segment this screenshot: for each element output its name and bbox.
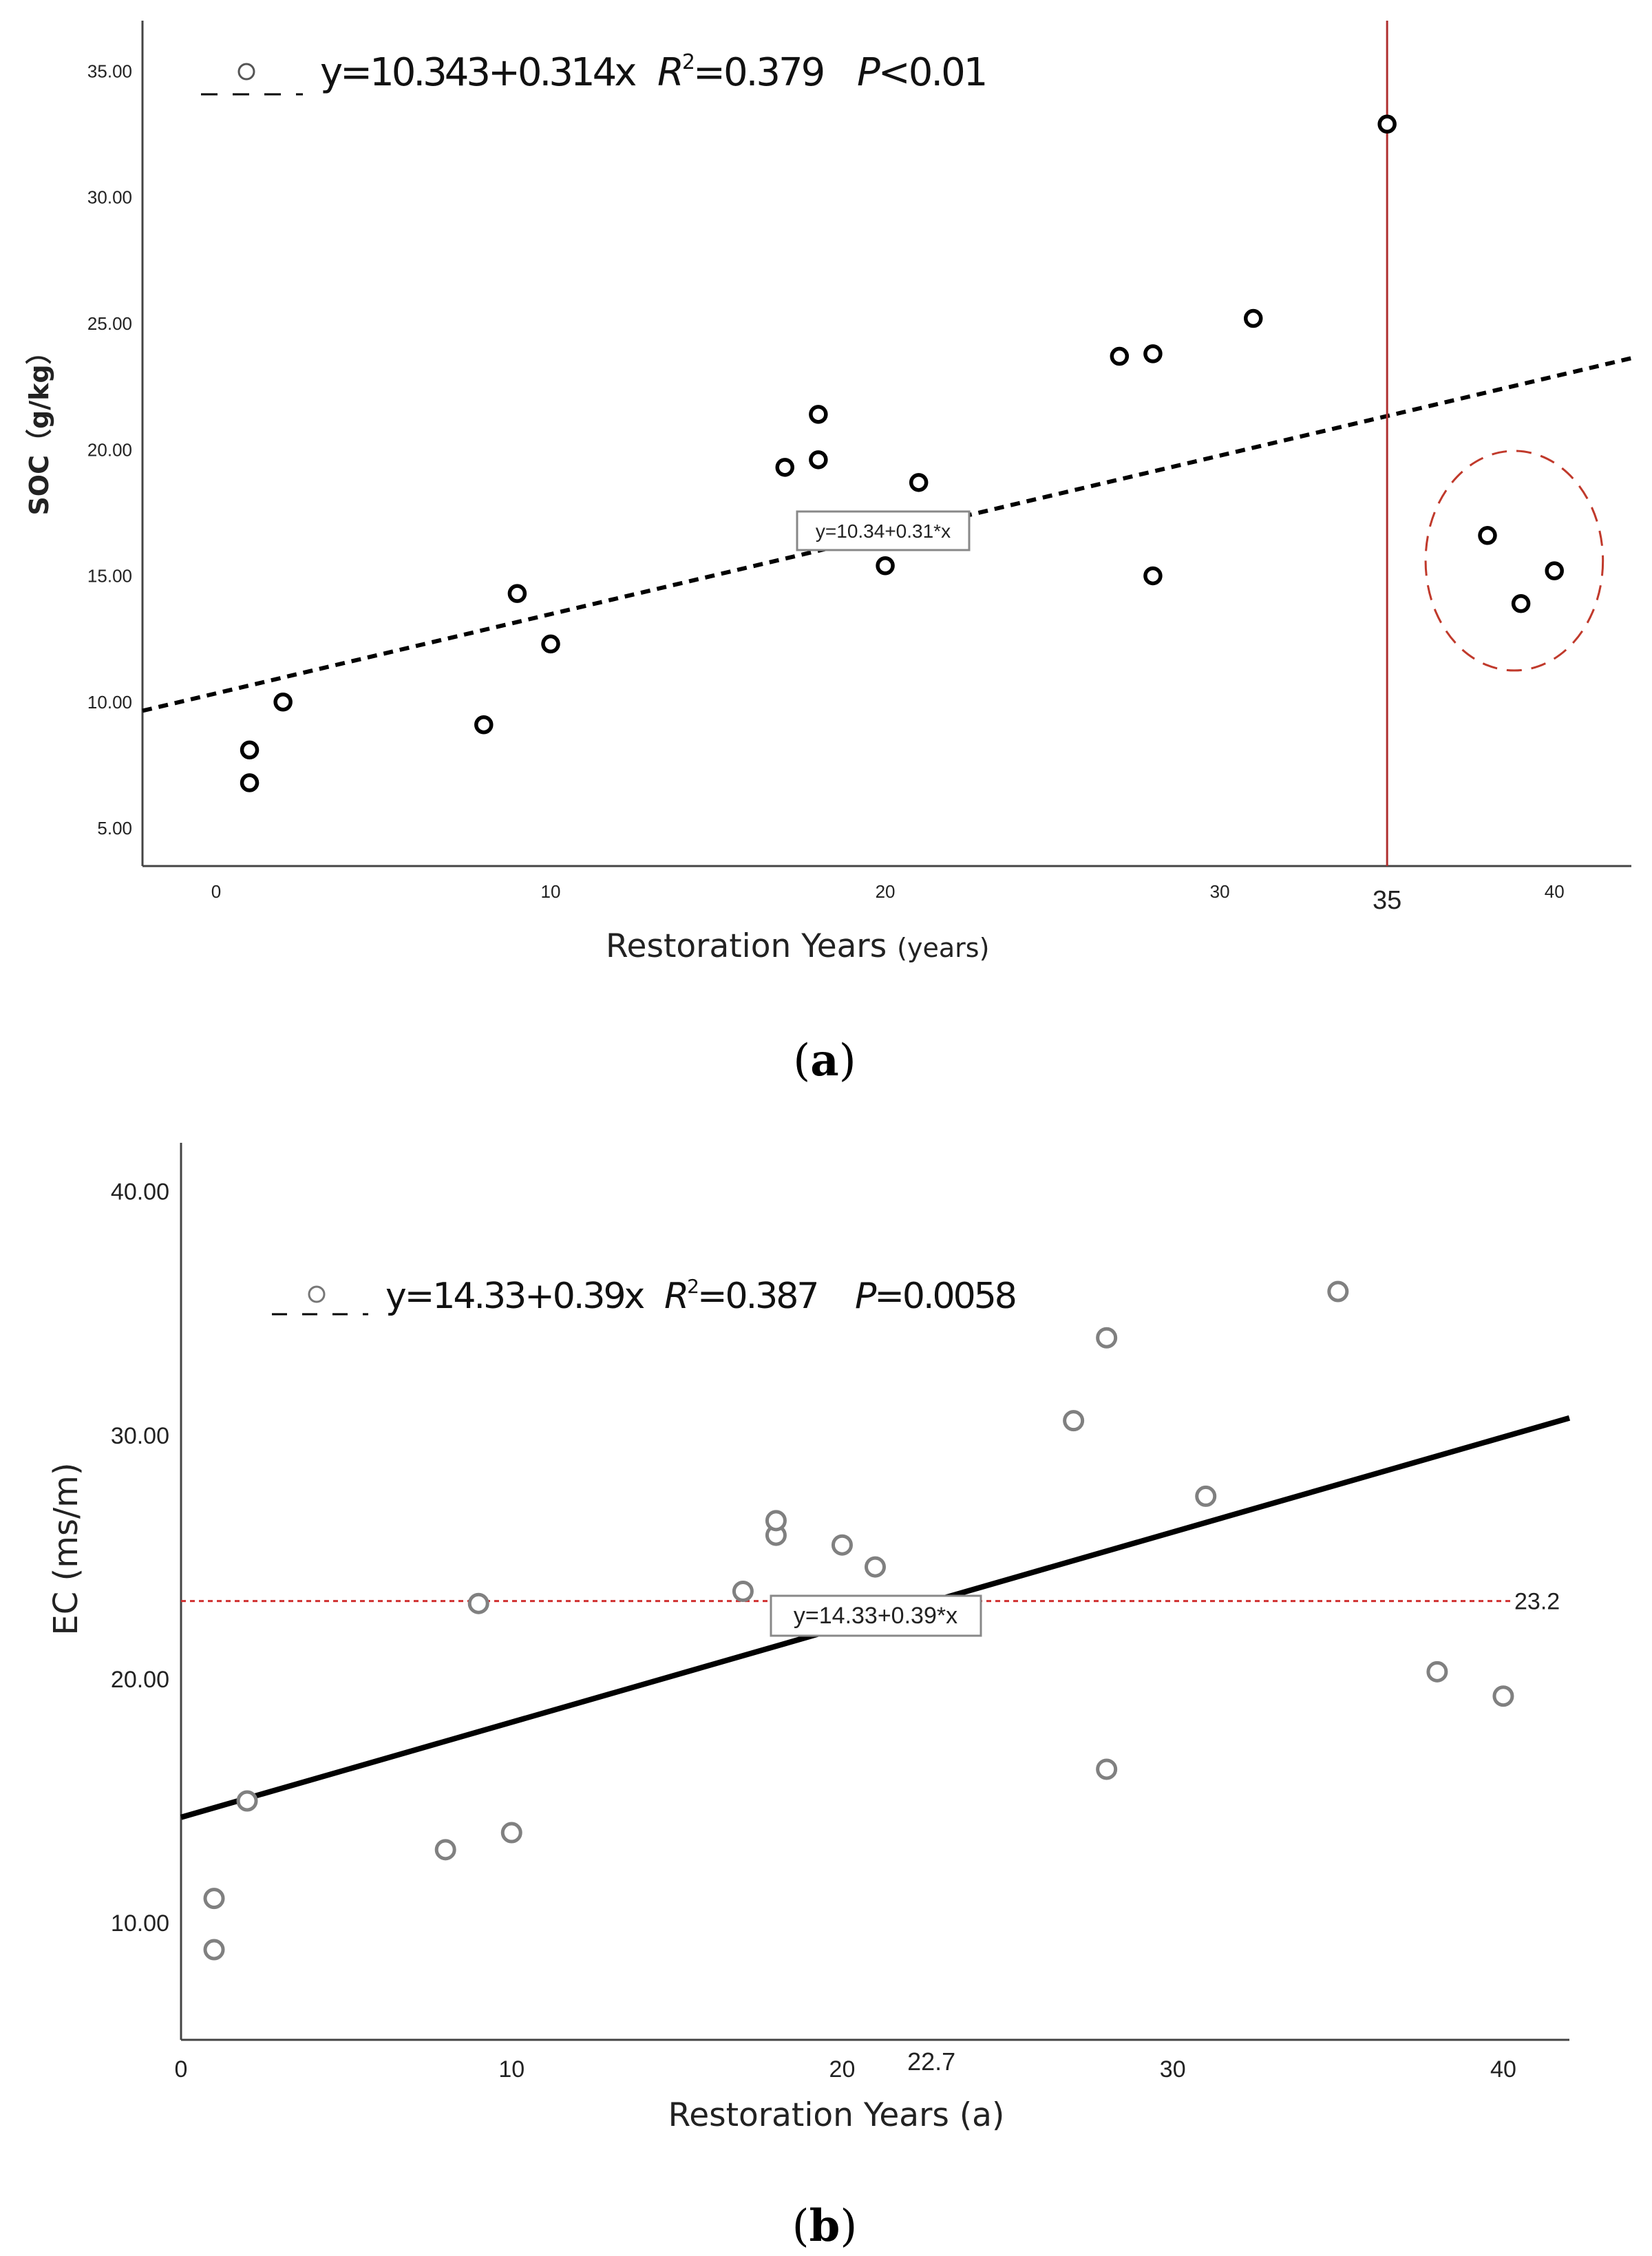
chart-a-x-axis-title: Restoration Years (years)	[606, 927, 989, 965]
chart-a-y-tick-label: 30.00	[87, 187, 132, 208]
chart-b-data-point	[1327, 1280, 1349, 1303]
chart-b-legend-equation: y=14.33+0.39x	[385, 1276, 645, 1317]
chart-a-data-point	[1478, 526, 1497, 545]
chart-a-y-tick-label: 10.00	[87, 692, 132, 713]
chart-b-data-point	[865, 1556, 886, 1578]
chart-a-data-point	[1143, 566, 1163, 586]
chart-a-highlight-ellipse	[1424, 450, 1605, 672]
chart-b-data-point	[831, 1534, 853, 1556]
chart-a-y-tick-label: 15.00	[87, 566, 132, 587]
chart-b-legend-p: P=0.0058	[855, 1276, 1015, 1317]
chart-b-legend: y=14.33+0.39x R2=0.387 P=0.0058	[272, 1275, 1017, 1317]
chart-a-data-point	[876, 556, 895, 576]
chart-b-data-point	[500, 1822, 522, 1844]
chart-b-x-tick-label: 20	[829, 2056, 856, 2083]
chart-a-legend-r2: R2=0.379	[657, 50, 823, 95]
chart-b-reference-label: 23.2	[1514, 1589, 1560, 1615]
chart-a-data-point	[1377, 114, 1397, 134]
chart-b-fit-label-text: y=14.33+0.39*x	[794, 1603, 957, 1629]
chart-a-data-point	[1110, 346, 1130, 366]
chart-a-data-point	[1545, 561, 1564, 580]
chart-b-x-axis-title: Restoration Years (a)	[668, 2096, 1005, 2134]
chart-b-legend-r2: R2=0.387	[664, 1275, 817, 1317]
chart-b-axis-annotation: 22.7	[907, 2047, 955, 2076]
chart-a-x-tick-label: 30	[1210, 881, 1230, 902]
chart-b-data-point	[203, 1939, 225, 1961]
chart-b-legend-marker	[308, 1285, 326, 1303]
chart-b-data-point	[236, 1790, 258, 1812]
chart-b-data-point	[1063, 1410, 1085, 1432]
chart-a-fit-label: y=10.34+0.31*x	[796, 510, 971, 551]
chart-b-fit-label-box	[770, 1594, 982, 1637]
chart-a-reference-label: 35	[1373, 886, 1401, 915]
chart-a-y-tick-label: 25.00	[87, 313, 132, 334]
chart-a-y-tick-label: 35.00	[87, 61, 132, 81]
chart-a-x-tick-label: 20	[876, 881, 896, 902]
panel-label-b: (b)	[792, 2200, 858, 2252]
chart-a-data-point	[273, 692, 293, 712]
panel-label-a: (a)	[793, 1035, 856, 1086]
chart-b-data-point	[732, 1581, 754, 1602]
chart-a-data-point	[541, 634, 560, 654]
chart-b-x-tick-label: 0	[175, 2056, 188, 2083]
chart-a-data-point	[1243, 308, 1263, 328]
chart-b-x-tick-label: 40	[1490, 2056, 1516, 2083]
chart-b-fit-label: y=14.33+0.39*x	[770, 1594, 982, 1637]
chart-b-data-point	[1195, 1485, 1217, 1507]
chart-a-x-tick-label: 0	[211, 881, 221, 902]
chart-b-data-point	[1426, 1661, 1448, 1683]
chart-b-y-tick-label: 30.00	[111, 1423, 169, 1449]
chart-a-data-point	[1143, 344, 1163, 363]
chart-a-data-point	[507, 584, 527, 603]
chart-b-y-tick-label: 10.00	[111, 1910, 169, 1937]
chart-b-data-point	[1096, 1327, 1118, 1349]
chart-a-data-point	[809, 450, 828, 470]
chart-a-legend: y=10.343+0.314x R2=0.379 P<0.01	[201, 50, 988, 96]
chart-a-fit-label-text: y=10.34+0.31*x	[816, 520, 951, 542]
chart-a-legend-p: P<0.01	[857, 50, 986, 95]
chart-b-y-tick-label: 40.00	[111, 1179, 169, 1205]
chart-b-data-point	[467, 1592, 489, 1614]
chart-a-x-tick-label: 40	[1545, 881, 1565, 902]
chart-a-legend-marker	[237, 63, 255, 81]
chart-a-data-point	[240, 773, 260, 792]
chart-a-x-tick-label: 10	[541, 881, 561, 902]
chart-a-y-tick-label: 5.00	[97, 818, 132, 839]
chart-b-x-tick-label: 30	[1160, 2056, 1186, 2083]
chart-a-data-point	[809, 405, 828, 424]
chart-b-x-tick-label: 10	[498, 2056, 525, 2083]
chart-a-fit-label-box	[796, 510, 971, 551]
chart-b-data-point	[1492, 1685, 1514, 1707]
chart-a: 5.00 10.00 15.00 20.00 25.00 30.00 35.00 0 10 20…	[24, 21, 1632, 1086]
chart-a-data-point	[474, 715, 494, 735]
chart-a-y-tick-label: 20.00	[87, 439, 132, 460]
chart-a-legend-equation: y=10.343+0.314x	[320, 50, 636, 95]
chart-b-data-point	[434, 1839, 456, 1861]
chart-a-data-point	[1511, 594, 1531, 613]
chart-a-data-point	[775, 458, 794, 477]
chart-b-data-point	[203, 1888, 225, 1910]
chart-b-data-point	[1096, 1758, 1118, 1780]
chart-b-data-point	[765, 1510, 787, 1532]
chart-a-y-axis-title: SOC（g/kg）	[24, 338, 54, 515]
chart-b-y-axis-title: EC (ms/m)	[47, 1462, 85, 1635]
chart-a-data-point	[909, 473, 929, 492]
chart-a-data-point	[240, 740, 260, 760]
chart-b-y-tick-label: 20.00	[111, 1667, 169, 1693]
